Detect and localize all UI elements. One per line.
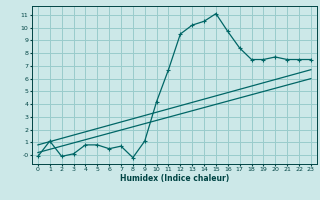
X-axis label: Humidex (Indice chaleur): Humidex (Indice chaleur) [120,174,229,183]
